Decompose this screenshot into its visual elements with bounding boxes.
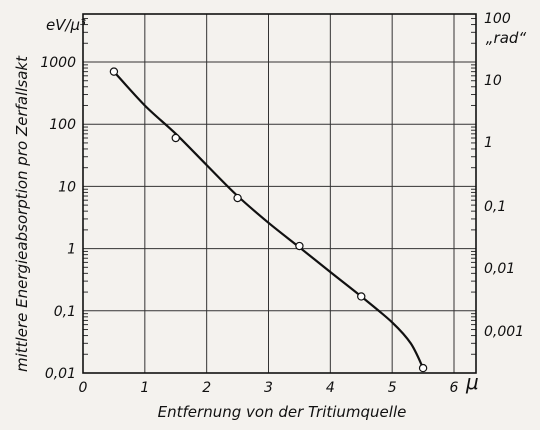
y-tick-label: 0,01 (45, 366, 76, 382)
data-point (109, 67, 119, 76)
x-tick-label: 6 (450, 380, 459, 396)
y-tick-label: 1000 (40, 55, 76, 71)
y2-tick-label: 0,1 (484, 199, 506, 215)
plot-frame (82, 13, 477, 374)
y2-unit-label: „rad“ (486, 29, 527, 47)
y2-tick-labels: 100 10 1 0,1 0,01 0,001 (484, 11, 524, 340)
data-point (171, 133, 180, 143)
y2-tick-label: 10 (484, 73, 502, 89)
x-tick-label: 5 (388, 380, 397, 396)
x-unit-label: μ (465, 370, 479, 394)
y-axis-title: mittlere Energieabsorption pro Zerfallsa… (13, 55, 31, 372)
fit-curve-layer (113, 70, 425, 369)
data-point (357, 292, 366, 301)
x-tick-label: 1 (140, 380, 149, 396)
y2-tick-label: 0,001 (484, 324, 524, 340)
data-point (418, 363, 428, 373)
y2-tick-label: 100 (484, 11, 511, 27)
y-tick-labels: 0,01 0,1 1 10 100 1000 (40, 55, 76, 382)
y-tick-label: 100 (49, 117, 76, 133)
x-tick-label: 2 (202, 380, 211, 396)
x-tick-label: 3 (264, 380, 273, 396)
y2-tick-label: 0,01 (484, 261, 515, 277)
x-tick-labels: 0 1 2 3 4 5 6 (79, 380, 459, 396)
y-tick-label: 10 (58, 179, 76, 195)
y-tick-label: 0,1 (54, 304, 76, 320)
y-unit-label: eV/μ³ (46, 16, 86, 34)
x-axis-title: Entfernung von der Tritiumquelle (158, 403, 407, 421)
data-points (109, 67, 428, 373)
y2-tick-label: 1 (484, 135, 493, 151)
data-point (233, 193, 242, 203)
fit-curve (113, 70, 425, 369)
data-point (295, 241, 304, 251)
x-tick-label: 4 (326, 380, 335, 396)
grid (83, 14, 476, 373)
x-tick-label: 0 (79, 380, 88, 396)
y-tick-label: 1 (67, 242, 76, 258)
